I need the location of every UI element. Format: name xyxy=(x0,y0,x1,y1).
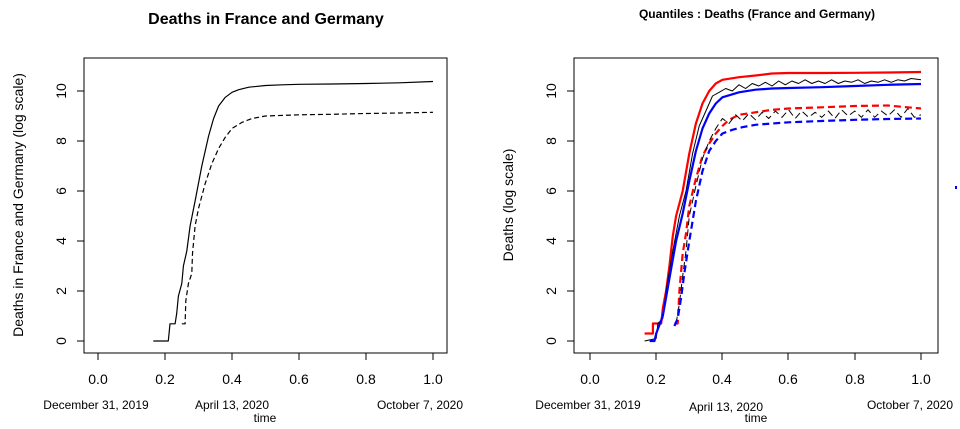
series-line-3 xyxy=(649,82,922,343)
y-tick-label: 6 xyxy=(543,187,559,195)
x-tick-label: 0.2 xyxy=(646,371,666,387)
y-tick-label: 0 xyxy=(543,337,559,345)
series-line-4 xyxy=(674,104,922,325)
x-axis-label: time xyxy=(254,411,277,425)
date-label-middle: April 13, 2020 xyxy=(195,398,269,412)
panel-quantiles-deaths: Quantiles : Deaths (France and Germany) … xyxy=(500,7,953,425)
x-tick-label: 0.2 xyxy=(155,371,175,387)
x-axis-label: time xyxy=(745,411,768,425)
x-tick-label: 0.6 xyxy=(778,371,798,387)
chart-title: Quantiles : Deaths (France and Germany) xyxy=(639,7,875,21)
plot-frame xyxy=(83,57,448,354)
stray-mark xyxy=(955,186,957,189)
series-line-1 xyxy=(153,80,434,342)
y-tick-label: 2 xyxy=(543,287,559,295)
x-tick-label: 0.6 xyxy=(289,371,309,387)
y-tick-label: 0 xyxy=(53,337,69,345)
panel-deaths-france-germany: Deaths in France and Germany Deaths in F… xyxy=(10,11,463,425)
x-tick-label: 0.8 xyxy=(845,371,865,387)
x-ticks: 0.0 0.2 0.4 0.6 0.8 1.0 xyxy=(580,353,931,387)
date-labels: December 31, 2019 April 13, 2020 October… xyxy=(43,398,463,412)
y-tick-label: 4 xyxy=(543,237,559,245)
y-tick-label: 10 xyxy=(53,83,69,99)
date-label-end: October 7, 2020 xyxy=(867,398,953,412)
series-lines xyxy=(153,80,434,342)
y-tick-label: 8 xyxy=(53,137,69,145)
y-axis-label: Deaths (log scale) xyxy=(500,149,516,262)
date-label-start: December 31, 2019 xyxy=(535,398,641,412)
y-axis-label: Deaths in France and Germany (log scale) xyxy=(10,73,26,337)
series-line-1 xyxy=(644,70,922,335)
plot-frame xyxy=(573,57,939,354)
date-label-middle: April 13, 2020 xyxy=(689,400,763,414)
x-tick-label: 0.8 xyxy=(356,371,376,387)
chart-title: Deaths in France and Germany xyxy=(148,11,384,28)
y-tick-label: 2 xyxy=(53,287,69,295)
series-line-5 xyxy=(675,108,922,324)
y-tick-label: 6 xyxy=(53,187,69,195)
series-line-2 xyxy=(181,111,434,325)
date-label-end: October 7, 2020 xyxy=(377,398,463,412)
date-label-start: December 31, 2019 xyxy=(43,398,149,412)
x-tick-label: 0.0 xyxy=(88,371,108,387)
x-tick-label: 0.4 xyxy=(712,371,732,387)
date-labels: December 31, 2019 April 13, 2020 October… xyxy=(535,398,953,414)
y-tick-label: 8 xyxy=(543,137,559,145)
series-line-2 xyxy=(644,78,922,342)
series-lines xyxy=(644,70,922,343)
y-tick-label: 4 xyxy=(53,237,69,245)
y-tick-label: 10 xyxy=(543,83,559,99)
x-tick-label: 1.0 xyxy=(423,371,443,387)
x-tick-label: 0.0 xyxy=(580,371,600,387)
x-tick-label: 0.4 xyxy=(222,371,242,387)
y-ticks: 0 2 4 6 8 10 xyxy=(543,83,574,345)
x-ticks: 0.0 0.2 0.4 0.6 0.8 1.0 xyxy=(88,353,443,387)
y-ticks: 0 2 4 6 8 10 xyxy=(53,83,84,345)
series-line-6 xyxy=(673,117,922,327)
x-tick-label: 1.0 xyxy=(911,371,931,387)
